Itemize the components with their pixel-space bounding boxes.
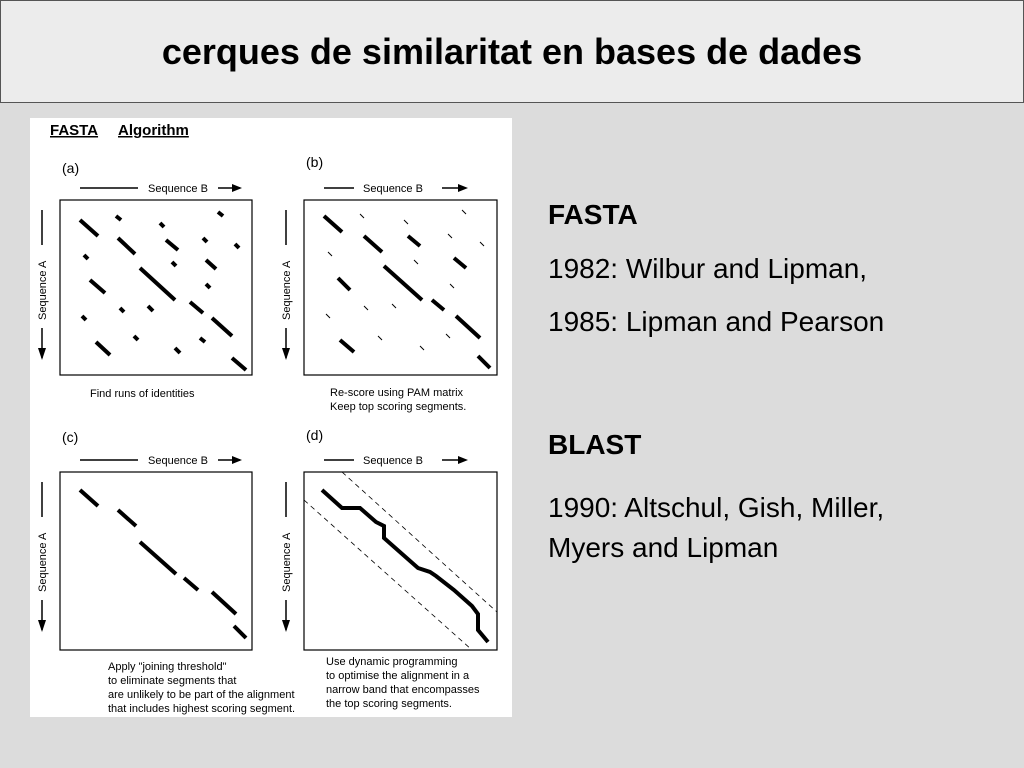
sequence-a-label: Sequence A [37,260,49,320]
panel-c-caption-line-2: to eliminate segments that [108,675,236,687]
sequence-b-label: Sequence B [363,455,423,467]
blast-line-authors: Myers and Lipman [548,532,779,563]
slide-title: cerques de similaritat en bases de dades [161,31,863,72]
dot-matrix-frame [59,199,253,376]
panel-a-label: (a) [62,160,79,176]
panel-a: (a) Sequence B Sequence A [37,160,253,400]
dot-matrix-frame [59,471,253,651]
sequence-a-arrowhead-icon [282,620,290,632]
slide-title-bar: cerques de similaritat en bases de dades [0,0,1024,103]
panel-b: (b) Sequence B Sequence A [281,154,498,413]
sequence-a-label: Sequence A [281,260,293,320]
dot-matrix-frame [303,471,498,651]
panel-b-caption-line-2: Keep top scoring segments. [330,401,466,413]
dot-matrix-frame [303,199,498,376]
sequence-a-label: Sequence A [37,532,49,592]
sequence-a-arrowhead-icon [38,348,46,360]
fasta-algorithm-figure: FASTA Algorithm (a) Sequence B Sequence … [30,118,512,717]
figure-heading-fasta: FASTA [50,122,98,139]
panel-c-caption-line-1: Apply "joining threshold" [108,661,227,673]
panel-d-caption-line-2: to optimise the alignment in a [326,670,470,682]
fasta-line-1982: 1982: Wilbur and Lipman, [548,253,868,284]
sequence-a-arrowhead-icon [38,620,46,632]
panel-a-caption: Find runs of identities [90,388,195,400]
band-boundaries [303,471,498,651]
blast-line-1990: 1990: Altschul, Gish, Miller, [548,492,885,523]
sequence-b-arrowhead-icon [232,184,242,192]
panel-c-caption-line-3: are unlikely to be part of the alignment [108,689,295,701]
sequence-b-arrowhead-icon [232,456,242,464]
sequence-b-label: Sequence B [148,183,208,195]
panel-c: (c) Sequence B Sequence A Apply "joining… [37,429,295,715]
figure-heading-algorithm: Algorithm [118,122,189,139]
sequence-b-arrowhead-icon [458,184,468,192]
top-scoring-segments [322,214,492,370]
panel-c-label: (c) [62,429,78,445]
panel-d-label: (d) [306,427,323,443]
sequence-b-label: Sequence B [148,455,208,467]
panel-b-caption-line-1: Re-score using PAM matrix [330,387,464,399]
blast-heading: BLAST [548,429,642,460]
low-scoring-segments [325,209,485,351]
panel-c-caption-line-4: that includes highest scoring segment. [108,703,295,715]
sequence-b-label: Sequence B [363,183,423,195]
fasta-line-1985: 1985: Lipman and Pearson [548,306,885,337]
panel-d-caption-line-4: the top scoring segments. [326,698,452,710]
joined-segments [78,488,248,640]
sequence-a-arrowhead-icon [282,348,290,360]
panel-d-caption-line-1: Use dynamic programming [326,656,457,668]
panel-b-label: (b) [306,154,323,170]
fasta-heading: FASTA [548,199,638,230]
optimal-alignment-path [320,488,490,644]
sequence-b-arrowhead-icon [458,456,468,464]
sequence-a-label: Sequence A [281,532,293,592]
panel-d: (d) Sequence B Sequence A Use dynamic pr… [281,427,498,710]
panel-d-caption-line-3: narrow band that encompasses [326,684,480,696]
identity-runs [78,210,248,372]
fasta-diagram: FASTA Algorithm (a) Sequence B Sequence … [37,122,498,715]
